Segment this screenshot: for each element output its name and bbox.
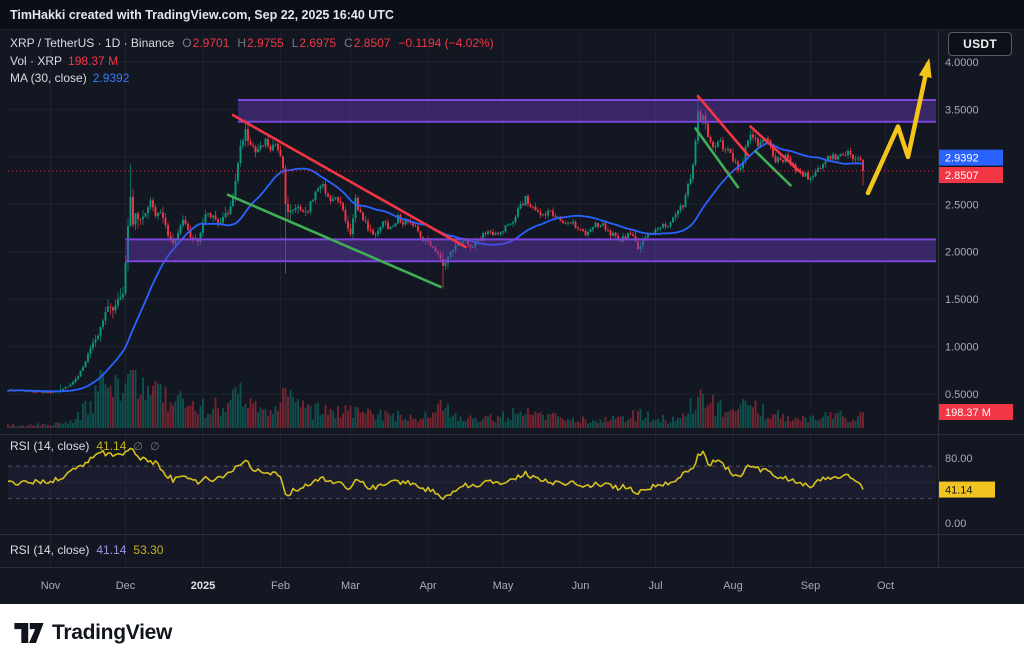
price-tick-label: 2.0000	[945, 247, 979, 259]
ohlc-open-letter: O	[182, 36, 192, 50]
tradingview-logo-mark	[14, 622, 44, 643]
volume-bars-up	[9, 370, 859, 428]
ohlc-low: L2.6975	[292, 36, 336, 50]
time-tick-label: Mar	[341, 580, 360, 592]
volume-legend: Vol · XRP 198.37 M	[10, 54, 118, 68]
trendline	[754, 149, 792, 187]
logo-mark-one	[14, 622, 29, 643]
ohlc-open-value: 2.9701	[192, 36, 230, 50]
time-tick-label: Aug	[723, 580, 743, 592]
ohlc-close: C2.8507	[344, 36, 390, 50]
rsi-hide-icon[interactable]: ∅	[149, 441, 160, 453]
price-tick-label: 1.5000	[945, 294, 979, 306]
volume-bars-down	[7, 370, 864, 428]
symbol-title: XRP / TetherUS · 1D · Binance	[10, 36, 175, 50]
ohlc-change: −0.1194 (−4.02%)	[398, 36, 494, 50]
price-tick-label: 4.0000	[945, 57, 979, 69]
logo-mark-seven	[29, 622, 44, 643]
volume-value-label	[939, 404, 1013, 420]
main-legend: XRP / TetherUS · 1D · Binance O2.9701 H2…	[10, 36, 494, 50]
ohlc-open: O2.9701	[182, 36, 229, 50]
time-tick-label: Jun	[572, 580, 590, 592]
rsi-value-label	[939, 481, 995, 498]
volume-legend-label: Vol · XRP	[10, 54, 63, 68]
rsi-collapsed-legend: RSI (14, close) 41.14 53.30	[10, 543, 163, 557]
trendline	[696, 94, 750, 157]
close-price-label	[939, 167, 1003, 184]
tradingview-logo[interactable]: TradingView	[14, 621, 172, 645]
price-tick-label: 2.5000	[945, 199, 979, 211]
trendline	[694, 127, 740, 189]
time-tick-label: Oct	[877, 580, 894, 592]
ohlc-high: H2.9755	[237, 36, 283, 50]
ohlc-low-letter: L	[291, 36, 299, 50]
rsi2-ma-value: 53.30	[133, 543, 164, 557]
close-price-label-text: 2.8507	[945, 170, 979, 182]
bullish-arrow	[865, 61, 931, 196]
rsi-line	[7, 447, 864, 501]
time-tick-label: Apr	[419, 580, 436, 592]
ohlc-close-value: 2.8507	[353, 36, 391, 50]
candle-bodies-down	[7, 111, 864, 394]
volume-value-label-text: 198.37 M	[945, 407, 991, 419]
time-tick-label: Feb	[271, 580, 290, 592]
rsi2-legend-value: 41.14	[96, 543, 127, 557]
ma-legend-label: MA (30, close)	[10, 71, 87, 85]
time-tick-label: May	[493, 580, 514, 592]
supply-demand-zone	[125, 239, 936, 262]
tradingview-wordmark: TradingView	[52, 620, 173, 644]
ohlc-low-value: 2.6975	[299, 36, 337, 50]
trendline	[749, 125, 802, 174]
time-tick-label: Dec	[116, 580, 136, 592]
trendline	[231, 113, 467, 249]
ma-legend: MA (30, close) 2.9392	[10, 71, 129, 85]
time-tick-label: Nov	[41, 580, 61, 592]
price-tick-label: 0.5000	[945, 389, 979, 401]
time-tick-label: Jul	[648, 580, 662, 592]
rsi-tick-label: 0.00	[945, 518, 966, 530]
ma-price-label	[939, 149, 1003, 166]
ma-30-line	[7, 142, 864, 393]
bullish-arrow-head	[918, 58, 932, 78]
ohlc-high-letter: H	[237, 36, 247, 50]
attribution-text: TimHakki created with TradingView.com, S…	[10, 7, 394, 22]
time-tick-label: 2025	[191, 580, 215, 592]
rsi2-legend-label: RSI (14, close)	[10, 543, 90, 557]
time-tick-label: Sep	[801, 580, 821, 592]
rsi-legend-label: RSI (14, close)	[10, 439, 90, 453]
rsi-hide-icon[interactable]: ∅	[133, 441, 143, 453]
currency-toggle-button[interactable]: USDT	[948, 32, 1012, 56]
rsi-legend: RSI (14, close) 41.14 ∅ ∅	[10, 439, 160, 454]
attribution-bar: TimHakki created with TradingView.com, S…	[0, 0, 1024, 30]
price-tick-label: 3.5000	[945, 104, 979, 116]
rsi-tick-label: 80.00	[945, 453, 973, 465]
rsi-legend-value: 41.14	[96, 439, 127, 453]
price-tick-label: 1.0000	[945, 342, 979, 354]
ma-legend-value: 2.9392	[92, 71, 130, 85]
footer: TradingView	[0, 604, 1024, 661]
volume-legend-value: 198.37 M	[68, 54, 119, 68]
ohlc-close-letter: C	[344, 36, 353, 50]
supply-demand-zone	[238, 99, 936, 122]
trendline	[226, 193, 442, 289]
ohlc-high-value: 2.9755	[247, 36, 284, 50]
rsi-value-label-text: 41.14	[945, 485, 973, 497]
ma-price-label-text: 2.9392	[945, 153, 979, 165]
